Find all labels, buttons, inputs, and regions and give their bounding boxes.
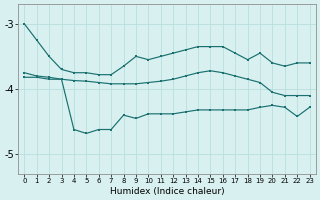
X-axis label: Humidex (Indice chaleur): Humidex (Indice chaleur) — [110, 187, 224, 196]
